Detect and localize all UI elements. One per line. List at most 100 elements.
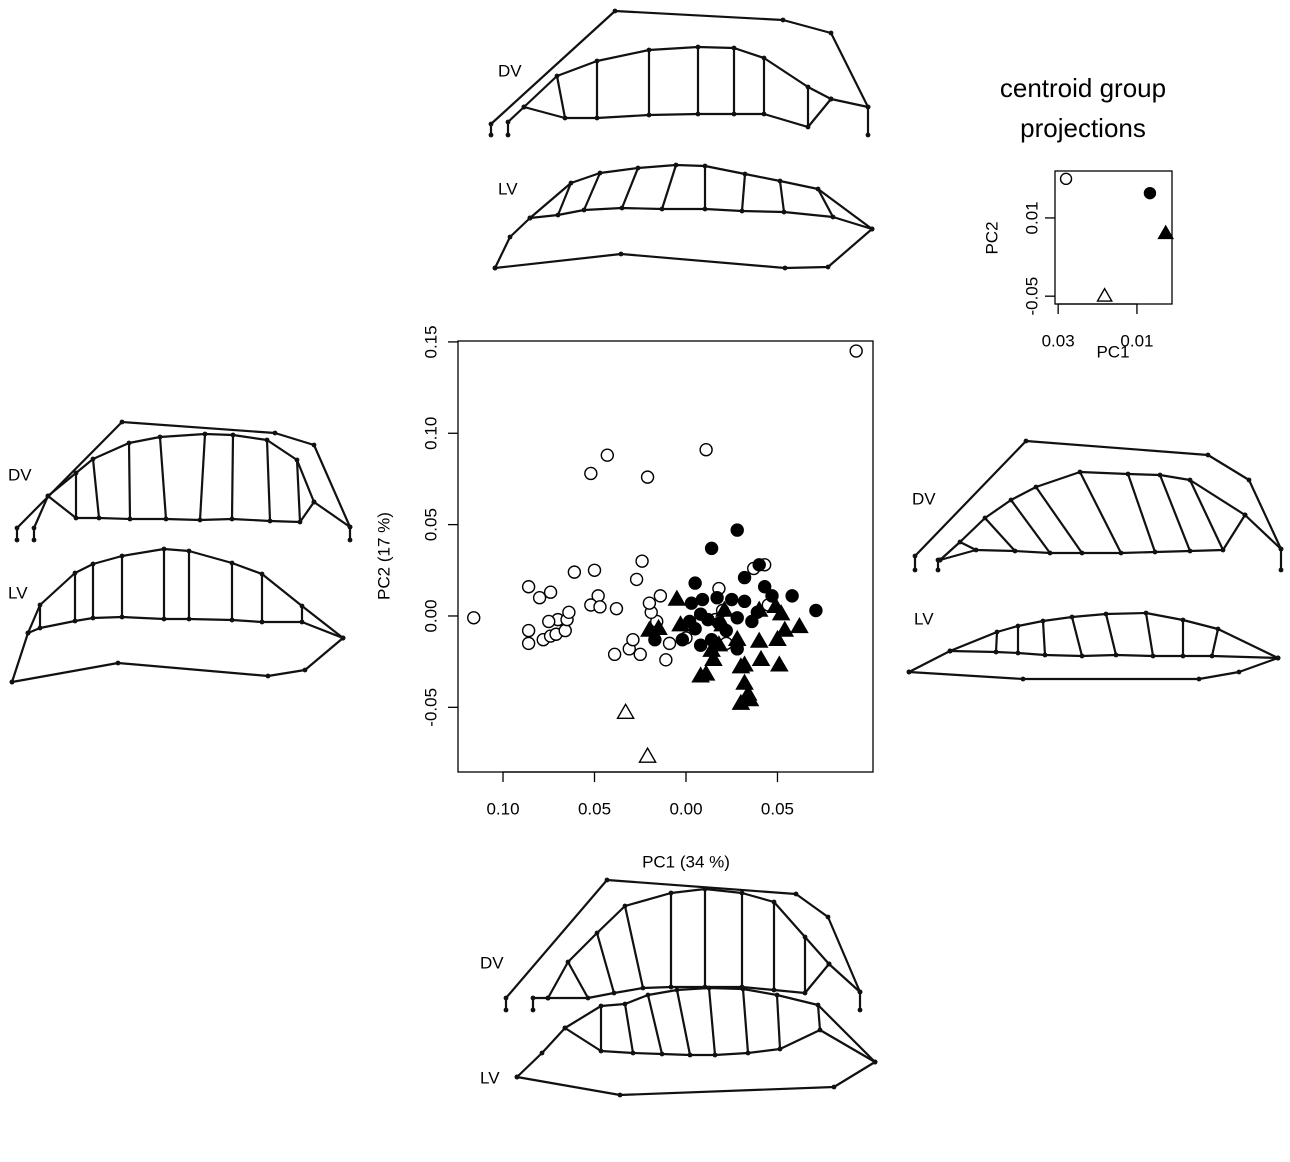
x-tick-label: 0.05 [761,799,794,818]
x-tick-label: 0.03 [1042,331,1075,350]
point [702,614,714,626]
landmark [1048,551,1053,556]
y-tick-label: 0.15 [421,325,440,358]
landmark [913,554,918,559]
landmark [647,113,652,118]
rung [743,989,748,1053]
landmark [260,572,265,577]
landmark [1013,549,1018,554]
landmark [489,133,494,138]
outline [524,99,831,127]
point [609,648,621,660]
outline [48,434,314,502]
landmark [612,991,617,996]
point [850,345,862,357]
landmark [504,1008,509,1013]
landmark [1221,548,1226,553]
landmark [994,650,999,655]
landmark [958,540,963,545]
landmark [198,518,203,523]
landmark [794,892,799,897]
rung [622,168,638,208]
point [654,590,666,602]
landmark [974,548,979,553]
diagram-label: DV [8,465,32,484]
diagram-label: DV [912,489,936,508]
point [534,592,546,604]
rung [1080,472,1121,553]
landmark [762,112,767,117]
point [563,606,575,618]
rung [780,181,784,212]
point [751,633,767,647]
landmark [907,670,912,675]
landmark [569,181,574,186]
landmark [341,636,346,641]
outline [548,964,829,998]
landmark [1016,624,1021,629]
landmark [647,48,652,53]
outline [508,107,524,135]
landmark [1210,654,1215,659]
landmark [1144,611,1149,616]
landmark [73,571,78,576]
outline [530,165,872,229]
landmark [858,990,863,995]
landmark [783,266,788,271]
landmark [740,891,745,896]
landmark [762,56,767,61]
landmark [613,9,618,14]
landmark [818,1028,823,1033]
landmark [127,441,132,446]
point [660,654,672,666]
landmark [506,120,511,125]
shape-diagram: LV [480,986,877,1098]
landmark [1070,615,1075,620]
chart-title: projections [1020,113,1146,143]
landmark [743,172,748,177]
landmark [1237,670,1242,675]
landmark [1216,627,1221,632]
landmark [832,1085,837,1090]
landmark [623,1002,628,1007]
landmark [660,1052,665,1057]
landmark [870,227,875,232]
rung [777,995,780,1049]
point [634,648,646,660]
landmark [1080,551,1085,556]
outline [495,218,530,268]
landmark [775,993,780,998]
landmark [740,209,745,214]
landmark [15,526,20,531]
landmark [1009,498,1014,503]
rung [648,995,662,1054]
landmark [74,471,79,476]
rung [677,990,690,1055]
landmark [46,494,51,499]
landmark [631,1051,636,1056]
landmark [489,122,494,127]
diagram-label: DV [480,953,504,972]
outline [491,11,868,135]
point [594,601,606,613]
landmark [273,431,278,436]
y-tick-label: -0.05 [421,688,440,727]
landmark [493,266,498,271]
outline [517,1062,875,1095]
landmark [1197,677,1202,682]
landmark [675,988,680,993]
landmark [348,525,353,530]
landmark [91,457,96,462]
landmark [707,986,712,991]
landmark [162,547,167,552]
landmark [619,252,624,257]
diagram-label: LV [480,1068,500,1087]
landmark [1188,549,1193,554]
landmark [303,668,308,673]
x-tick-label: 0.05 [578,799,611,818]
landmark [782,210,787,215]
landmark [803,935,808,940]
point [618,704,634,718]
landmark [1279,568,1284,573]
landmark [32,538,37,543]
